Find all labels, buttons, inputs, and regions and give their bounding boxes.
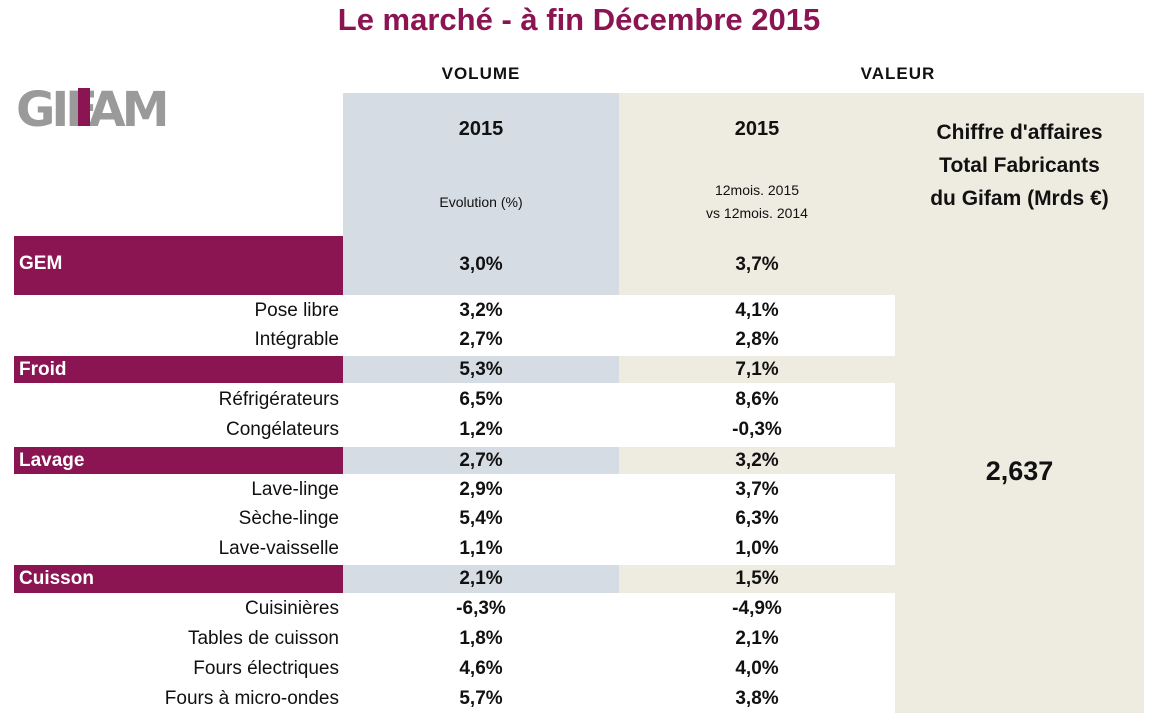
row-label-fours-electriques: Fours électriques [193,658,339,679]
ca-value: 2,637 [985,456,1054,486]
froid-valeur: 7,1% [735,359,779,380]
seche-linge-valeur: 6,3% [735,508,779,529]
category-label: Cuisson [19,568,94,589]
category-label: Lavage [19,450,85,471]
gem-volume: 3,0% [459,254,503,275]
gem-valeur: 3,7% [735,254,779,275]
cuisinieres-valeur: -4,9% [732,598,782,619]
band-valeur-gem [619,236,895,295]
band-volume-froid [343,356,619,383]
congelateurs-volume: 1,2% [459,419,503,440]
gifam-logo: GIFAM [16,84,170,130]
band-valeur-lavage [619,447,895,474]
row-label-integrable: Intégrable [254,329,339,350]
refrigerateurs-volume: 6,5% [459,389,503,410]
pose-libre-volume: 3,2% [459,300,503,321]
category-froid: Froid [14,356,343,383]
lave-vaisselle-volume: 1,1% [459,538,503,559]
cuisson-valeur: 1,5% [735,568,779,589]
lave-linge-volume: 2,9% [459,479,503,500]
integrable-valeur: 2,8% [735,329,779,350]
lavage-valeur: 3,2% [735,450,779,471]
row-label-lave-linge: Lave-linge [251,479,339,500]
cuisson-volume: 2,1% [459,568,503,589]
tables-cuisson-volume: 1,8% [459,628,503,649]
valeur-subtitle-line1: 12mois. 2015 [714,182,800,198]
volume-header: VOLUME [441,64,521,83]
category-label: Froid [19,359,67,380]
row-label-pose-libre: Pose libre [254,300,340,321]
volume-year: 2015 [458,118,504,140]
froid-volume: 5,3% [459,359,503,380]
tables-cuisson-valeur: 2,1% [735,628,779,649]
page-title: Le marché - à fin Décembre 2015 [337,2,821,37]
row-label-tables-cuisson: Tables de cuisson [187,628,339,649]
ca-column-bg [895,93,1144,713]
logo-text: GIFAM [16,84,166,130]
category-gem: GEM [14,236,343,295]
category-cuisson: Cuisson [14,565,343,593]
ca-header: Chiffre d'affaires Total Fabricants du G… [895,116,1144,215]
volume-subtitle: Evolution (%) [439,194,523,210]
ca-header-line3: du Gifam (Mrds €) [930,187,1109,210]
ca-header-line1: Chiffre d'affaires [936,121,1103,144]
cuisinieres-volume: -6,3% [456,598,506,619]
refrigerateurs-valeur: 8,6% [735,389,779,410]
seche-linge-volume: 5,4% [459,508,503,529]
fours-electriques-valeur: 4,0% [735,658,779,679]
row-label-lave-vaisselle: Lave-vaisselle [218,538,339,559]
band-volume-gem [343,236,619,295]
fours-micro-ondes-volume: 5,7% [459,688,503,709]
fours-electriques-volume: 4,6% [459,658,503,679]
integrable-volume: 2,7% [459,329,503,350]
category-lavage: Lavage [14,447,343,474]
row-label-congelateurs: Congélateurs [225,419,339,440]
band-valeur-froid [619,356,895,383]
band-volume-lavage [343,447,619,474]
valeur-year: 2015 [734,118,780,140]
row-label-fours-micro-ondes: Fours à micro-ondes [164,688,339,709]
congelateurs-valeur: -0,3% [732,419,782,440]
row-label-cuisinieres: Cuisinières [245,598,339,619]
lavage-volume: 2,7% [459,450,503,471]
logo-accent-bar [78,88,90,126]
row-label-refrigerateurs: Réfrigérateurs [218,389,339,410]
valeur-header: VALEUR [860,64,936,83]
fours-micro-ondes-valeur: 3,8% [735,688,779,709]
band-valeur-cuisson [619,565,895,593]
row-label-seche-linge: Sèche-linge [238,508,339,529]
category-label: GEM [19,253,63,274]
pose-libre-valeur: 4,1% [735,300,779,321]
ca-header-line2: Total Fabricants [939,154,1100,177]
band-volume-cuisson [343,565,619,593]
lave-linge-valeur: 3,7% [735,479,779,500]
valeur-subtitle-line2: vs 12mois. 2014 [706,205,808,221]
lave-vaisselle-valeur: 1,0% [735,538,779,559]
